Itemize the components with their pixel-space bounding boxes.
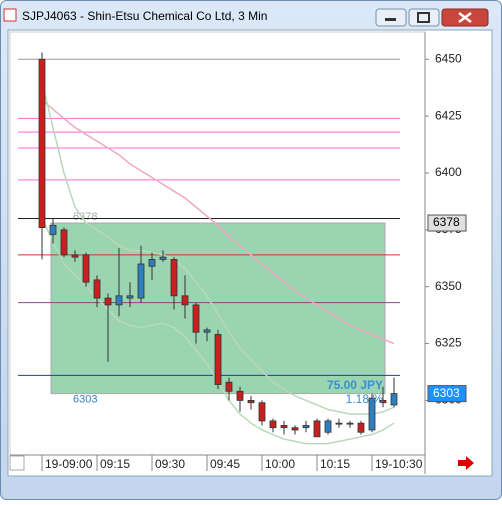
candle-body xyxy=(203,329,211,333)
x-tick-label: 10:00 xyxy=(265,457,295,471)
price-marker-label: 6303 xyxy=(433,386,460,400)
candle-body xyxy=(390,393,398,406)
window-title: SJPJ4063 - Shin-Etsu Chemical Co Ltd, 3 … xyxy=(22,9,267,23)
corner-button[interactable] xyxy=(9,455,25,471)
price-marker xyxy=(427,214,467,232)
candle-body xyxy=(269,420,277,429)
candle-body xyxy=(214,334,222,385)
candle-body xyxy=(225,381,233,392)
x-tick-label: 19-10:30 xyxy=(375,457,423,471)
candle-body xyxy=(192,304,200,333)
app-icon xyxy=(3,8,17,22)
candle-body xyxy=(247,400,255,404)
candle-body xyxy=(236,390,244,401)
candle-body xyxy=(302,425,310,429)
y-tick-label: 6350 xyxy=(435,279,462,293)
y-tick-label: 6450 xyxy=(435,51,462,65)
candle-body xyxy=(181,295,189,306)
candle-body xyxy=(324,420,332,433)
candle-body xyxy=(104,297,112,306)
candle-body xyxy=(137,263,145,299)
x-tick-label: 19-09:00 xyxy=(45,457,93,471)
candle-body xyxy=(335,422,343,425)
candle-body xyxy=(159,256,167,260)
x-tick-label: 09:30 xyxy=(155,457,185,471)
candle-body xyxy=(49,224,57,235)
maximize-button[interactable] xyxy=(408,8,440,27)
candle-body xyxy=(126,295,134,299)
minimize-button[interactable] xyxy=(375,8,407,27)
x-tick-label: 10:15 xyxy=(320,457,350,471)
candle-body xyxy=(313,420,321,438)
change-label: 75.00 JPY xyxy=(327,378,383,392)
candle-body xyxy=(291,427,299,431)
range-low-label: 6303 xyxy=(73,394,97,406)
y-tick-label: 6425 xyxy=(435,108,462,122)
moving-average xyxy=(41,81,395,415)
close-icon xyxy=(458,12,472,23)
candle-body xyxy=(357,422,365,433)
candle-body xyxy=(71,254,79,258)
moving-average xyxy=(41,99,395,345)
percent-label: 1.18 % xyxy=(346,392,384,406)
candle-body xyxy=(258,402,266,422)
y-tick-label: 6325 xyxy=(435,336,462,350)
candle-body xyxy=(38,58,46,228)
maximize-icon xyxy=(417,12,430,23)
candle-body xyxy=(280,425,288,429)
candle-body xyxy=(368,397,376,431)
candle-body xyxy=(148,259,156,267)
scroll-arrow[interactable] xyxy=(458,456,474,470)
candle-body xyxy=(93,279,101,299)
plot-layer: 630063256350637564006425645019-09:0009:1… xyxy=(18,51,467,471)
candle-body xyxy=(379,400,387,404)
x-tick-label: 09:15 xyxy=(100,457,130,471)
x-tick-label: 09:45 xyxy=(210,457,240,471)
candle-body xyxy=(170,259,178,297)
candle-body xyxy=(346,422,354,425)
minimize-icon xyxy=(385,18,396,21)
y-tick-label: 6400 xyxy=(435,165,462,179)
candle-body xyxy=(82,254,90,283)
price-marker xyxy=(427,385,467,403)
candle-body xyxy=(60,229,68,256)
candle-body xyxy=(115,295,123,306)
price-marker-label: 6378 xyxy=(433,215,460,229)
